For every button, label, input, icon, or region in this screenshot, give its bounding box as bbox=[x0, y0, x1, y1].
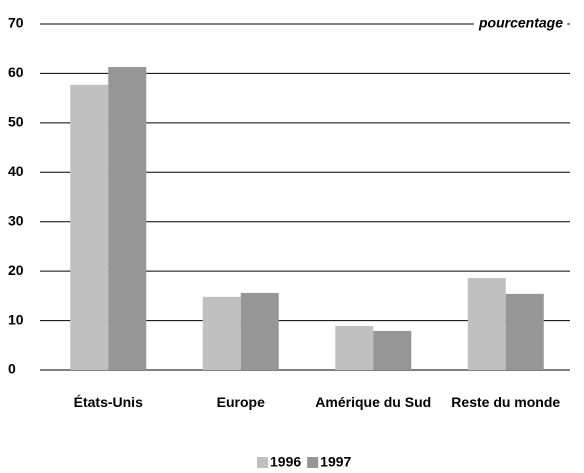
bar bbox=[505, 293, 544, 370]
bar bbox=[70, 84, 109, 370]
x-tick-label: États-Unis bbox=[73, 394, 143, 410]
bar bbox=[240, 292, 279, 370]
y-tick-label: 10 bbox=[8, 311, 24, 327]
y-tick-label: 40 bbox=[8, 163, 24, 179]
y-tick-label: 0 bbox=[8, 361, 16, 377]
y-tick-label: 50 bbox=[8, 114, 24, 130]
unit-label-bg bbox=[473, 14, 568, 31]
legend-swatch bbox=[257, 457, 268, 468]
bar bbox=[108, 67, 147, 370]
legend-swatch bbox=[307, 457, 319, 468]
y-tick-label: 20 bbox=[8, 262, 24, 278]
x-tick-label: Reste du monde bbox=[451, 394, 561, 410]
y-tick-label: 60 bbox=[8, 64, 24, 80]
bar bbox=[373, 330, 412, 370]
y-tick-label: 30 bbox=[8, 212, 24, 228]
x-tick-label: Amérique du Sud bbox=[315, 394, 432, 410]
legend-label: 1996 bbox=[270, 454, 301, 470]
bar bbox=[467, 278, 506, 370]
legend-label: 1997 bbox=[320, 454, 351, 470]
unit-label: pourcentage bbox=[478, 15, 563, 31]
bar bbox=[335, 326, 374, 370]
y-tick-label: 70 bbox=[8, 15, 24, 31]
x-tick-label: Europe bbox=[216, 394, 265, 410]
bar bbox=[202, 296, 241, 370]
